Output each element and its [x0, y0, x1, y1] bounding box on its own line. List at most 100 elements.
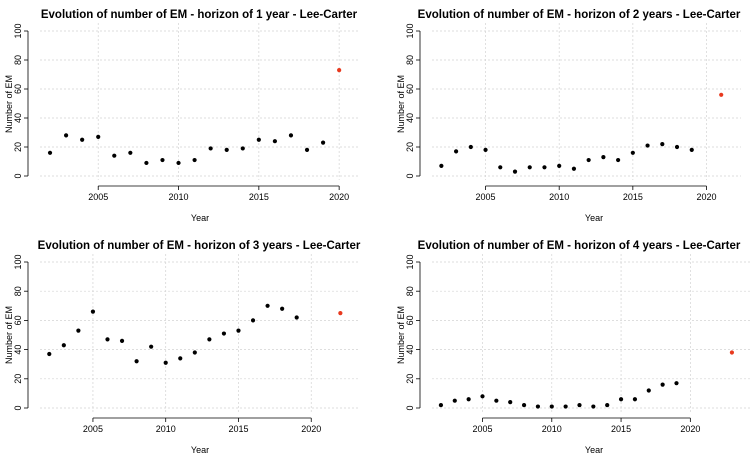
y-tick-label: 40 [13, 345, 23, 355]
chart-panel-1yr: Evolution of number of EM - horizon of 1… [4, 9, 360, 223]
series-observed [47, 133, 326, 166]
x-tick-label: 2015 [623, 192, 643, 202]
x-tick-label: 2010 [549, 192, 569, 202]
data-point [577, 402, 582, 408]
series-observed [439, 142, 694, 174]
x-axis-label: Year [191, 445, 209, 455]
data-point [512, 169, 518, 174]
data-point [256, 137, 261, 142]
data-point [438, 402, 444, 408]
series-forecast [338, 311, 343, 316]
y-axis-label: Number of EM [396, 306, 406, 364]
data-point [61, 343, 66, 348]
data-point [178, 356, 183, 361]
x-tick-label: 2020 [301, 424, 321, 434]
y-tick-label: 100 [13, 254, 23, 269]
data-point [586, 157, 591, 163]
series-forecast [729, 350, 735, 355]
data-point [80, 137, 85, 142]
data-point [729, 350, 735, 355]
data-point [63, 133, 69, 138]
data-point [76, 328, 81, 333]
y-tick-label: 80 [405, 55, 415, 65]
data-point [632, 397, 638, 402]
x-tick-label: 2020 [696, 192, 716, 202]
y-tick-label: 60 [13, 315, 23, 325]
y-tick-label: 20 [405, 142, 415, 152]
data-point [265, 303, 270, 308]
data-point [542, 165, 547, 170]
y-tick-label: 20 [13, 374, 23, 384]
data-point [96, 134, 101, 139]
data-point [571, 166, 577, 171]
x-tick-label: 2015 [249, 192, 269, 202]
chart-panel-2yr: Evolution of number of EM - horizon of 2… [396, 9, 741, 223]
data-point [527, 165, 532, 170]
data-point [160, 157, 165, 163]
y-tick-label: 100 [13, 23, 23, 38]
x-tick-label: 2010 [542, 424, 562, 434]
data-point [320, 140, 326, 145]
y-tick-label: 0 [405, 173, 415, 178]
data-point [563, 404, 568, 409]
y-tick-label: 20 [405, 374, 415, 384]
grid-lines [40, 254, 360, 412]
data-point [719, 92, 724, 97]
series-observed [47, 303, 299, 365]
x-tick-label: 2005 [88, 192, 108, 202]
data-point [616, 157, 621, 163]
data-point [618, 397, 624, 402]
data-point [144, 160, 149, 166]
x-tick-label: 2020 [329, 192, 349, 202]
y-tick-label: 60 [405, 84, 415, 94]
series-forecast [719, 92, 724, 97]
data-point [439, 163, 444, 168]
y-tick-label: 40 [13, 113, 23, 123]
y-tick-label: 0 [13, 405, 23, 410]
y-tick-label: 20 [13, 142, 23, 152]
grid-lines [40, 23, 360, 180]
data-point [660, 142, 665, 147]
data-point [480, 394, 485, 399]
y-tick-label: 40 [405, 113, 415, 123]
data-point [645, 143, 650, 148]
data-point [674, 144, 680, 150]
data-point [47, 351, 52, 357]
data-point [149, 344, 154, 349]
x-axis-label: Year [585, 445, 603, 455]
data-point [221, 331, 227, 336]
data-point [128, 150, 133, 155]
y-tick-label: 40 [405, 345, 415, 355]
y-tick-label: 60 [13, 84, 23, 94]
grid-lines [432, 23, 741, 180]
data-point [453, 149, 459, 154]
data-point [119, 338, 125, 343]
data-point [236, 328, 241, 333]
data-point [224, 147, 229, 152]
data-point [601, 155, 606, 160]
data-point [591, 404, 596, 409]
data-point [535, 404, 541, 409]
chart-title: Evolution of number of EM - horizon of 2… [418, 9, 741, 21]
x-tick-label: 2020 [680, 424, 700, 434]
y-tick-label: 100 [405, 23, 415, 38]
data-point [468, 144, 473, 150]
data-point [288, 133, 294, 138]
data-point [192, 350, 197, 355]
y-tick-label: 100 [405, 254, 415, 269]
data-point [105, 337, 110, 342]
x-tick-label: 2005 [472, 424, 492, 434]
data-point [337, 68, 342, 73]
data-point [494, 398, 499, 403]
grid-lines [432, 254, 751, 412]
data-point [176, 160, 181, 166]
y-tick-label: 0 [13, 173, 23, 178]
chart-panel-3yr: Evolution of number of EM - horizon of 3… [4, 240, 361, 455]
data-point [646, 388, 651, 393]
series-forecast [337, 68, 342, 73]
data-point [294, 315, 299, 320]
x-tick-label: 2010 [156, 424, 176, 434]
data-point [674, 381, 679, 386]
x-axis-label: Year [191, 213, 209, 223]
